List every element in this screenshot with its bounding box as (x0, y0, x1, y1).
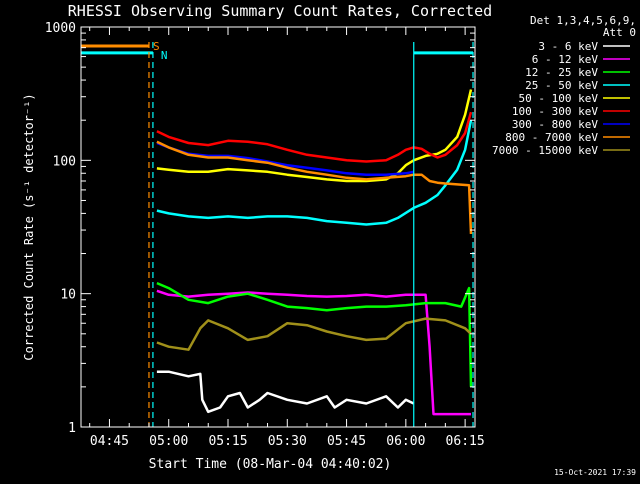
x-tick-label: 05:30 (268, 434, 307, 449)
x-tick-label: 06:15 (446, 434, 485, 449)
x-tick-label: 04:45 (90, 434, 129, 449)
flag-label: S (153, 40, 160, 53)
legend-label: 300 - 800 keV (512, 118, 598, 131)
y-tick-label: 1000 (45, 21, 76, 36)
flag-label: N (161, 49, 168, 62)
x-tick-label: 05:00 (149, 434, 188, 449)
legend-header-line-2: Att 0 (603, 26, 636, 39)
y-tick-label: 1 (68, 421, 76, 436)
y-tick-label: 100 (53, 154, 76, 169)
series-line-50-100-kev (156, 89, 473, 183)
attenuator-lines (148, 42, 474, 427)
series-line-6-12-kev (156, 289, 471, 416)
x-axis-label: Start Time (08-Mar-04 04:40:02) (149, 457, 392, 472)
plot-frame (80, 26, 476, 428)
y-tick-label: 10 (60, 288, 76, 303)
legend-label: 100 - 300 keV (512, 105, 598, 118)
series-line-100-300-kev (156, 111, 473, 163)
timestamp: 15-Oct-2021 17:39 (554, 468, 636, 477)
legend-label: 6 - 12 keV (532, 53, 599, 66)
series-line-25-50-kev (156, 119, 473, 226)
series-line-7000-15000-kev (156, 317, 472, 351)
series-layer (156, 89, 473, 416)
legend-label: 7000 - 15000 keV (492, 144, 598, 157)
legend-label: 12 - 25 keV (525, 66, 598, 79)
series-line-3-6-kev (156, 370, 415, 414)
x-tick-label: 05:45 (327, 434, 366, 449)
legend-label: 3 - 6 keV (538, 40, 598, 53)
y-axis-ticks: 1 10 100 1000 (45, 21, 475, 436)
series-line-12-25-kev (156, 281, 473, 387)
legend-header-line-1: Det 1,3,4,5,6,9, (530, 14, 636, 27)
flag-bars: SN (81, 40, 474, 62)
series-line-800-7000-kev (156, 140, 473, 235)
legend-label: 800 - 7000 keV (505, 131, 598, 144)
legend-label: 25 - 50 keV (525, 79, 598, 92)
x-axis-ticks: 04:45 05:00 05:15 05:30 05:45 06:00 06:15 (89, 27, 485, 449)
x-tick-label: 05:15 (208, 434, 247, 449)
y-axis-label: Corrected Count Rate (s⁻¹ detector⁻¹) (22, 93, 36, 360)
x-tick-label: 06:00 (386, 434, 425, 449)
legend-label: 50 - 100 keV (519, 92, 599, 105)
chart-title: RHESSI Observing Summary Count Rates, Co… (68, 2, 492, 20)
